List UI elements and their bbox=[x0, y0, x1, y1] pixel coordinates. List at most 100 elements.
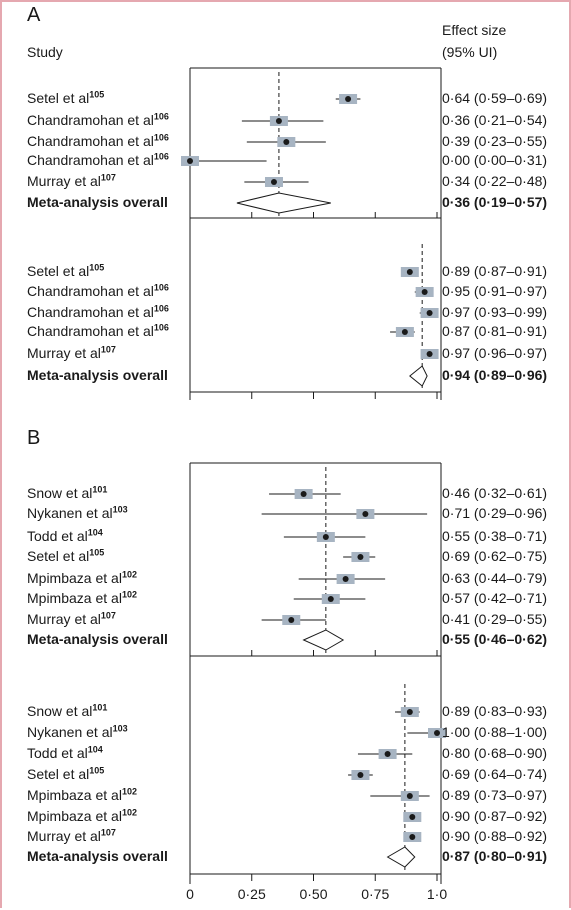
study-label: Mpimbaza et al102 bbox=[27, 590, 137, 607]
study-label: Murray et al107 bbox=[27, 173, 116, 190]
point-estimate bbox=[385, 751, 391, 757]
study-label: Mpimbaza et al102 bbox=[27, 808, 137, 825]
overall-diamond bbox=[237, 193, 331, 213]
study-name: Chandramohan et al bbox=[27, 133, 154, 149]
effect-size-label: 0·90 (0·88–0·92) bbox=[442, 828, 547, 845]
study-label: Chandramohan et al106 bbox=[27, 283, 169, 300]
study-name: Mpimbaza et al bbox=[27, 590, 122, 606]
point-estimate bbox=[187, 158, 193, 164]
study-reference: 107 bbox=[101, 172, 116, 182]
point-estimate bbox=[328, 596, 334, 602]
study-label: Todd et al104 bbox=[27, 528, 103, 545]
study-name: Setel et al bbox=[27, 548, 89, 564]
point-estimate bbox=[283, 139, 289, 145]
study-label: Nykanen et al103 bbox=[27, 724, 128, 741]
point-estimate bbox=[407, 269, 413, 275]
x-tick-label: 0·50 bbox=[299, 886, 327, 903]
x-tick-label: 0 bbox=[186, 886, 194, 903]
overall-label: Meta-analysis overall bbox=[27, 194, 168, 211]
effect-size-label: 0·39 (0·23–0·55) bbox=[442, 133, 547, 150]
point-estimate bbox=[357, 554, 363, 560]
effect-size-label: 0·87 (0·81–0·91) bbox=[442, 323, 547, 340]
study-name: Setel et al bbox=[27, 766, 89, 782]
effect-size-label: 0·71 (0·29–0·96) bbox=[442, 505, 547, 522]
study-label: Mpimbaza et al102 bbox=[27, 570, 137, 587]
effect-size-label: 0·34 (0·22–0·48) bbox=[442, 173, 547, 190]
overall-diamond bbox=[410, 366, 427, 386]
point-estimate bbox=[288, 617, 294, 623]
study-reference: 106 bbox=[154, 322, 169, 332]
study-reference: 103 bbox=[113, 723, 128, 733]
study-name: Chandramohan et al bbox=[27, 304, 154, 320]
study-label: Chandramohan et al106 bbox=[27, 304, 169, 321]
point-estimate bbox=[357, 772, 363, 778]
study-name: Setel et al bbox=[27, 263, 89, 279]
study-label: Chandramohan et al106 bbox=[27, 323, 169, 340]
study-label: Murray et al107 bbox=[27, 345, 116, 362]
point-estimate bbox=[402, 329, 408, 335]
effect-size-label: 0·90 (0·87–0·92) bbox=[442, 808, 547, 825]
study-name: Murray et al bbox=[27, 611, 101, 627]
study-label: Snow et al101 bbox=[27, 703, 107, 720]
study-reference: 105 bbox=[89, 89, 104, 99]
effect-size-label: 0·97 (0·93–0·99) bbox=[442, 304, 547, 321]
study-name: Nykanen et al bbox=[27, 505, 113, 521]
x-tick-label: 1·0 bbox=[427, 886, 447, 903]
point-estimate bbox=[407, 793, 413, 799]
overall-diamond bbox=[388, 847, 415, 867]
study-label: Chandramohan et al106 bbox=[27, 112, 169, 129]
effect-size-label: 0·89 (0·83–0·93) bbox=[442, 703, 547, 720]
study-reference: 106 bbox=[154, 282, 169, 292]
study-reference: 105 bbox=[89, 547, 104, 557]
study-name: Chandramohan et al bbox=[27, 323, 154, 339]
study-name: Setel et al bbox=[27, 90, 89, 106]
study-label: Murray et al107 bbox=[27, 611, 116, 628]
effect-size-label: 0·63 (0·44–0·79) bbox=[442, 570, 547, 587]
study-name: Todd et al bbox=[27, 528, 88, 544]
effect-size-label: 0·55 (0·38–0·71) bbox=[442, 528, 547, 545]
study-name: Mpimbaza et al bbox=[27, 570, 122, 586]
study-reference: 105 bbox=[89, 262, 104, 272]
point-estimate bbox=[276, 118, 282, 124]
study-name: Todd et al bbox=[27, 745, 88, 761]
study-reference: 107 bbox=[101, 344, 116, 354]
point-estimate bbox=[343, 576, 349, 582]
study-name: Mpimbaza et al bbox=[27, 808, 122, 824]
effect-size-label: 0·80 (0·68–0·90) bbox=[442, 745, 547, 762]
study-reference: 106 bbox=[154, 132, 169, 142]
overall-diamond bbox=[304, 630, 344, 650]
point-estimate bbox=[422, 289, 428, 295]
effect-size-label: 0·69 (0·62–0·75) bbox=[442, 548, 547, 565]
study-name: Murray et al bbox=[27, 345, 101, 361]
study-reference: 105 bbox=[89, 765, 104, 775]
study-label: Mpimbaza et al102 bbox=[27, 787, 137, 804]
effect-size-label: 0·64 (0·59–0·69) bbox=[442, 90, 547, 107]
overall-label: Meta-analysis overall bbox=[27, 631, 168, 648]
point-estimate bbox=[409, 834, 415, 840]
point-estimate bbox=[407, 709, 413, 715]
study-name: Mpimbaza et al bbox=[27, 787, 122, 803]
study-reference: 104 bbox=[88, 527, 103, 537]
overall-effect-label: 0·87 (0·80–0·91) bbox=[442, 848, 547, 865]
study-name: Murray et al bbox=[27, 828, 101, 844]
study-reference: 107 bbox=[101, 610, 116, 620]
point-estimate bbox=[427, 310, 433, 316]
point-estimate bbox=[434, 730, 440, 736]
study-reference: 101 bbox=[92, 702, 107, 712]
overall-effect-label: 0·94 (0·89–0·96) bbox=[442, 367, 547, 384]
effect-size-label: 0·97 (0·96–0·97) bbox=[442, 345, 547, 362]
study-label: Setel et al105 bbox=[27, 90, 104, 107]
study-reference: 107 bbox=[101, 827, 116, 837]
study-name: Snow et al bbox=[27, 485, 92, 501]
study-reference: 106 bbox=[154, 151, 169, 161]
study-name: Chandramohan et al bbox=[27, 283, 154, 299]
effect-size-label: 0·41 (0·29–0·55) bbox=[442, 611, 547, 628]
study-label: Chandramohan et al106 bbox=[27, 152, 169, 169]
study-reference: 106 bbox=[154, 303, 169, 313]
study-name: Snow et al bbox=[27, 703, 92, 719]
study-name: Chandramohan et al bbox=[27, 112, 154, 128]
study-label: Chandramohan et al106 bbox=[27, 133, 169, 150]
study-name: Chandramohan et al bbox=[27, 152, 154, 168]
effect-size-label: 0·57 (0·42–0·71) bbox=[442, 590, 547, 607]
point-estimate bbox=[323, 534, 329, 540]
